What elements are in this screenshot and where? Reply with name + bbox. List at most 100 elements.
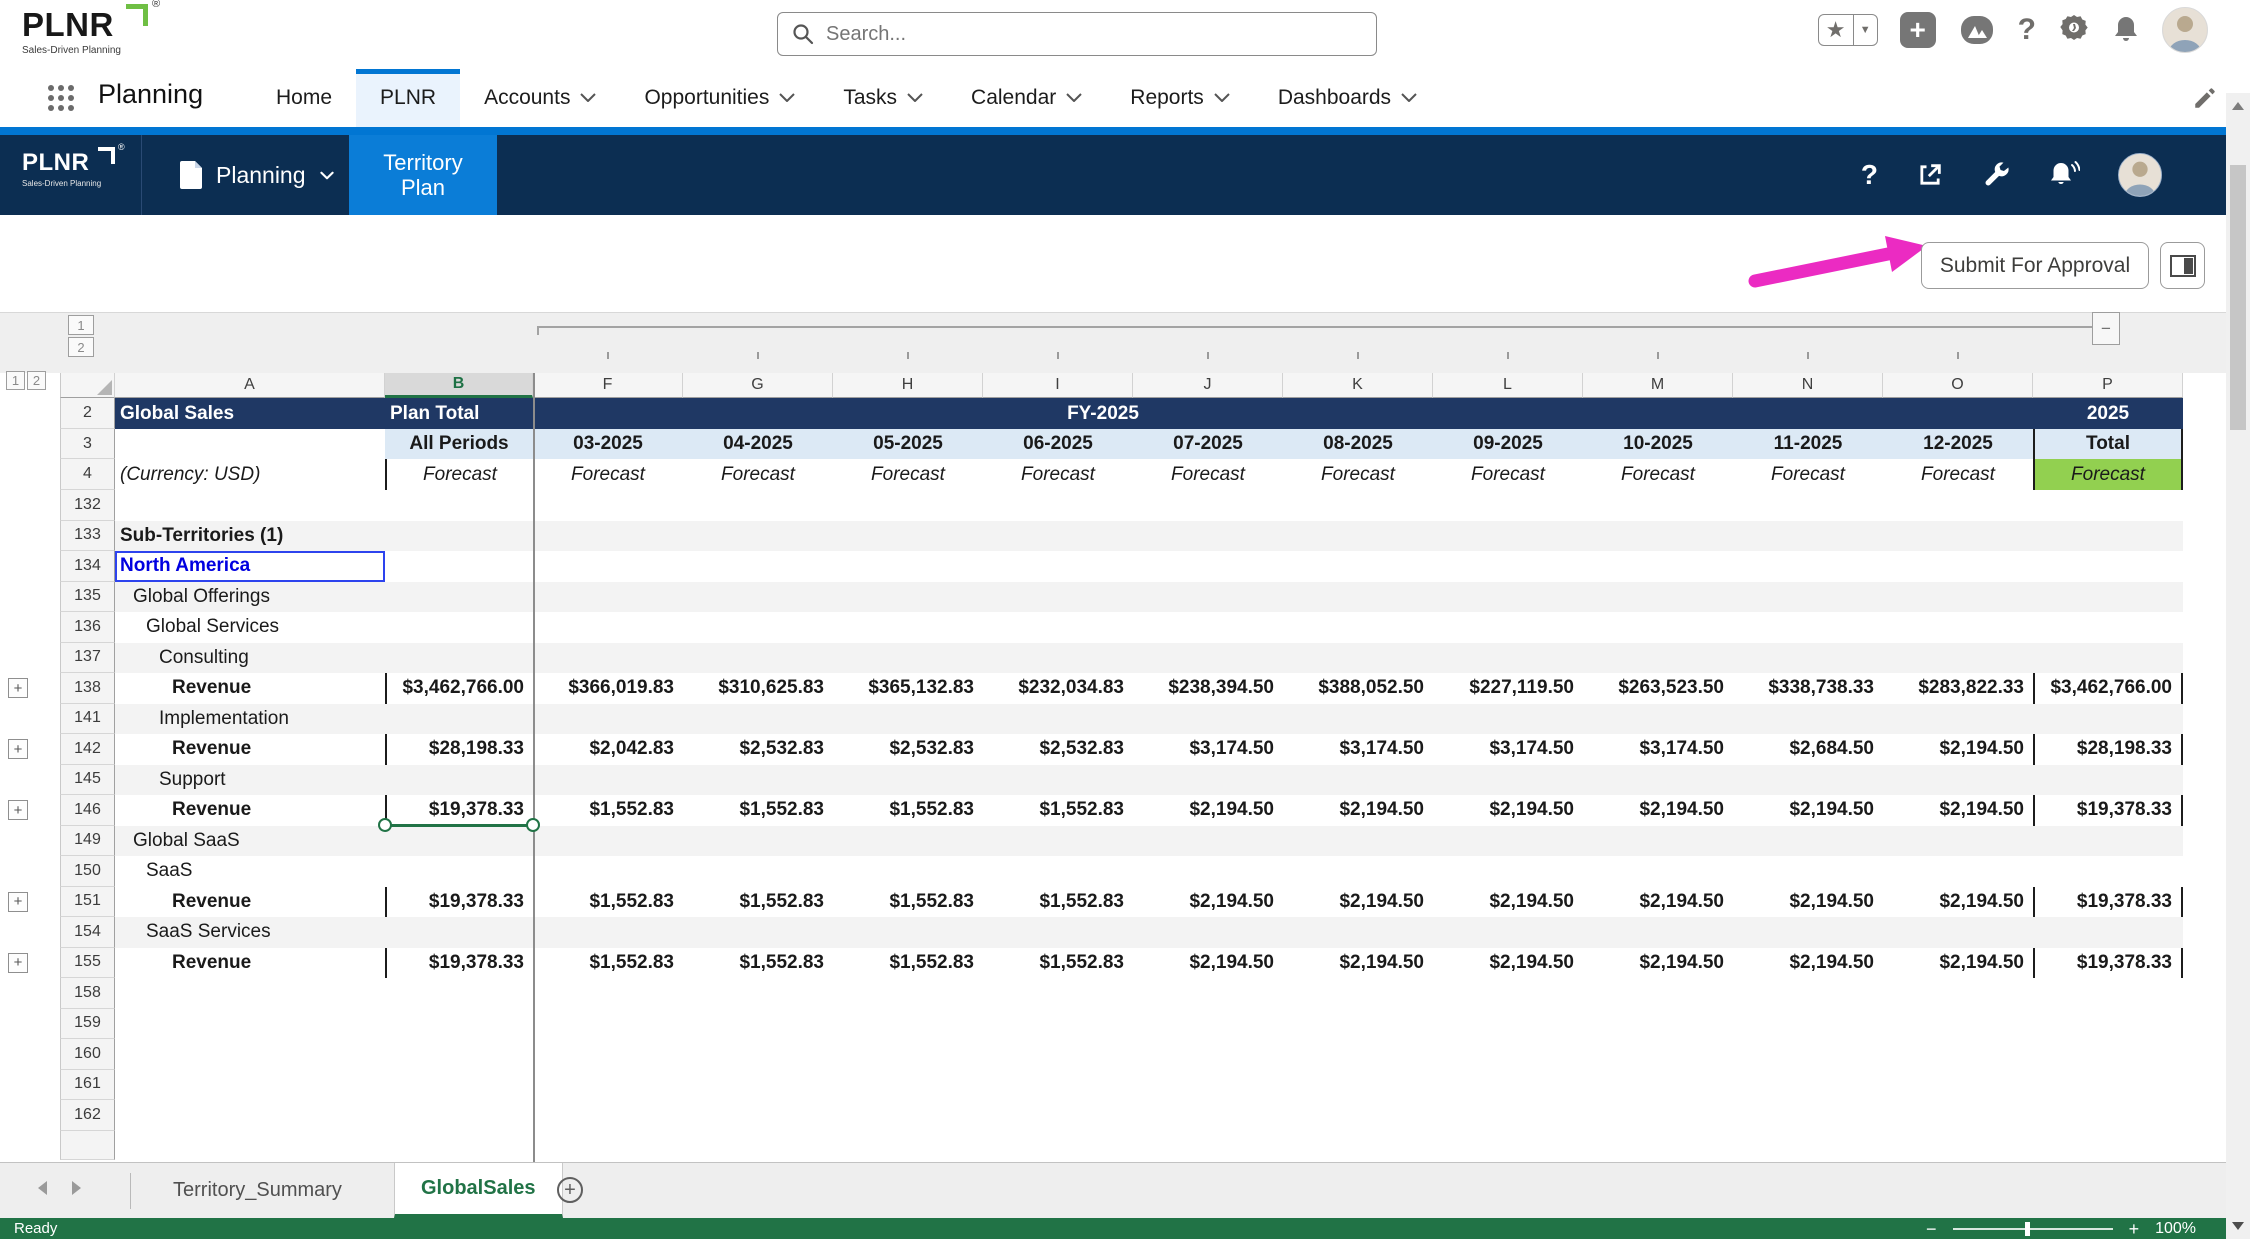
prev-sheet-icon[interactable] — [38, 1181, 47, 1195]
column-header-G[interactable]: G — [683, 373, 833, 398]
row-number-cell[interactable]: 151 — [60, 886, 115, 917]
expand-rows-button-142[interactable]: + — [8, 739, 28, 759]
column-header-B[interactable]: B — [385, 373, 533, 398]
row-number-cell[interactable]: 135 — [60, 581, 115, 612]
console-user-avatar[interactable] — [2118, 153, 2162, 197]
cell-empty-133[interactable] — [385, 520, 2183, 551]
scroll-up-icon[interactable] — [2232, 102, 2244, 110]
column-header-F[interactable]: F — [533, 373, 683, 398]
value-cell-146-3[interactable]: $1,552.83 — [833, 795, 983, 826]
value-cell-142-1[interactable]: $2,042.83 — [533, 734, 683, 765]
column-header-K[interactable]: K — [1283, 373, 1433, 398]
value-cell-146-7[interactable]: $2,194.50 — [1433, 795, 1583, 826]
value-cell-138-7[interactable]: $227,119.50 — [1433, 673, 1583, 704]
trailhead-icon[interactable] — [1958, 11, 1996, 49]
cell-empty-135[interactable] — [385, 581, 2183, 612]
cell-forecast-09-2025[interactable]: Forecast — [1433, 459, 1583, 490]
value-cell-155-3[interactable]: $1,552.83 — [833, 947, 983, 978]
side-panel-toggle-button[interactable] — [2160, 242, 2205, 289]
cell-forecast-b[interactable]: Forecast — [385, 459, 533, 490]
cell-fiscal-year[interactable]: FY-2025 — [533, 398, 2033, 429]
row-number-cell[interactable]: 4 — [60, 459, 115, 490]
value-cell-146-11[interactable]: $19,378.33 — [2033, 795, 2183, 826]
cell-A134[interactable]: North America — [115, 551, 385, 582]
favorites-caret-icon[interactable]: ▼ — [1852, 15, 1877, 45]
value-cell-146-1[interactable]: $1,552.83 — [533, 795, 683, 826]
cell-month-05-2025[interactable]: 05-2025 — [833, 429, 983, 459]
cell-A146[interactable]: Revenue — [115, 795, 385, 826]
next-sheet-icon[interactable] — [72, 1181, 81, 1195]
sheet-tab-globalsales[interactable]: GlobalSales — [394, 1163, 563, 1218]
value-cell-155-11[interactable]: $19,378.33 — [2033, 947, 2183, 978]
column-outline-level-1-button[interactable]: 1 — [68, 315, 94, 335]
value-cell-138-2[interactable]: $310,625.83 — [683, 673, 833, 704]
help-icon[interactable]: ? — [2017, 13, 2036, 46]
value-cell-146-4[interactable]: $1,552.83 — [983, 795, 1133, 826]
cell-global-sales[interactable]: Global Sales — [115, 398, 385, 429]
row-number-cell[interactable]: 133 — [60, 520, 115, 551]
wrench-icon[interactable] — [1982, 161, 2010, 189]
row-number-cell[interactable]: 160 — [60, 1039, 115, 1070]
value-cell-146-0[interactable]: $19,378.33 — [385, 795, 533, 826]
cell-forecast-total[interactable]: Forecast — [2033, 459, 2183, 490]
cell-A151[interactable]: Revenue — [115, 886, 385, 917]
value-cell-151-1[interactable]: $1,552.83 — [533, 886, 683, 917]
cell-A150[interactable]: SaaS — [115, 856, 385, 887]
star-icon[interactable]: ★ — [1825, 17, 1846, 42]
cell-forecast-12-2025[interactable]: Forecast — [1883, 459, 2033, 490]
value-cell-155-0[interactable]: $19,378.33 — [385, 947, 533, 978]
cell-empty-141[interactable] — [385, 703, 2183, 734]
value-cell-142-3[interactable]: $2,532.83 — [833, 734, 983, 765]
row-number-cell[interactable]: 161 — [60, 1069, 115, 1100]
value-cell-151-5[interactable]: $2,194.50 — [1133, 886, 1283, 917]
value-cell-151-2[interactable]: $1,552.83 — [683, 886, 833, 917]
cell-empty-149[interactable] — [385, 825, 2183, 856]
value-cell-146-6[interactable]: $2,194.50 — [1283, 795, 1433, 826]
console-tab-territory-plan[interactable]: Territory Plan — [349, 135, 497, 215]
cell-month-06-2025[interactable]: 06-2025 — [983, 429, 1133, 459]
value-cell-142-5[interactable]: $3,174.50 — [1133, 734, 1283, 765]
row-number-cell[interactable]: 2 — [60, 398, 115, 429]
column-header-P[interactable]: P — [2033, 373, 2183, 398]
zoom-slider-handle[interactable] — [2024, 1221, 2030, 1236]
row-number-cell[interactable]: 154 — [60, 917, 115, 948]
cell-forecast-10-2025[interactable]: Forecast — [1583, 459, 1733, 490]
value-cell-142-4[interactable]: $2,532.83 — [983, 734, 1133, 765]
cell-A137[interactable]: Consulting — [115, 642, 385, 673]
cell-plan-total[interactable]: Plan Total — [385, 398, 533, 429]
open-in-new-icon[interactable] — [1916, 161, 1944, 189]
cell-all-periods[interactable]: All Periods — [385, 429, 533, 459]
cell-forecast-04-2025[interactable]: Forecast — [683, 459, 833, 490]
value-cell-142-2[interactable]: $2,532.83 — [683, 734, 833, 765]
app-launcher-icon[interactable] — [46, 83, 76, 118]
cell-empty-158[interactable] — [385, 978, 2183, 1009]
cell-empty-161[interactable] — [385, 1069, 2183, 1100]
cell-empty-159[interactable] — [385, 1008, 2183, 1039]
value-cell-151-6[interactable]: $2,194.50 — [1283, 886, 1433, 917]
nav-tab-home[interactable]: Home — [252, 69, 356, 127]
row-outline-level-2-button[interactable]: 2 — [27, 371, 46, 390]
cell-forecast-07-2025[interactable]: Forecast — [1133, 459, 1283, 490]
scrollbar-thumb[interactable] — [2230, 165, 2246, 430]
column-header-L[interactable]: L — [1433, 373, 1583, 398]
cell-month-10-2025[interactable]: 10-2025 — [1583, 429, 1733, 459]
cell-empty-145[interactable] — [385, 764, 2183, 795]
row-outline-level-1-button[interactable]: 1 — [6, 371, 25, 390]
value-cell-138-6[interactable]: $388,052.50 — [1283, 673, 1433, 704]
row-number-cell[interactable]: 149 — [60, 825, 115, 856]
cell-forecast-06-2025[interactable]: Forecast — [983, 459, 1133, 490]
row-number-cell[interactable]: 3 — [60, 429, 115, 459]
value-cell-138-1[interactable]: $366,019.83 — [533, 673, 683, 704]
cell-empty-132[interactable] — [385, 490, 2183, 521]
value-cell-146-5[interactable]: $2,194.50 — [1133, 795, 1283, 826]
cell-empty-162[interactable] — [385, 1100, 2183, 1131]
value-cell-142-0[interactable]: $28,198.33 — [385, 734, 533, 765]
cell-month-12-2025[interactable]: 12-2025 — [1883, 429, 2033, 459]
cell-A133[interactable]: Sub-Territories (1) — [115, 520, 385, 551]
value-cell-142-10[interactable]: $2,194.50 — [1883, 734, 2033, 765]
cell-empty-150[interactable] — [385, 856, 2183, 887]
row-number-cell[interactable]: 132 — [60, 490, 115, 521]
cell-A141[interactable]: Implementation — [115, 703, 385, 734]
cell-A158[interactable] — [115, 978, 385, 1009]
cell-A138[interactable]: Revenue — [115, 673, 385, 704]
